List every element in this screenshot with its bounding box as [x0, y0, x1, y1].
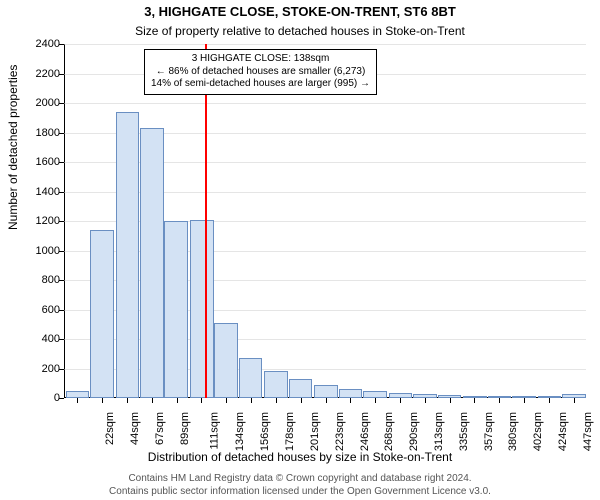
x-tick-mark [276, 398, 277, 403]
gridline [64, 44, 586, 45]
x-tick-label: 89sqm [179, 412, 191, 445]
x-tick-label: 223sqm [334, 412, 346, 451]
histogram-bar [339, 389, 363, 398]
reference-line [205, 44, 207, 398]
x-tick-mark [301, 398, 302, 403]
x-tick-label: 335sqm [458, 412, 470, 451]
y-axis-label: Number of detached properties [6, 65, 20, 230]
y-tick-label: 600 [24, 304, 60, 316]
histogram-bar [116, 112, 140, 398]
x-tick-mark [201, 398, 202, 403]
y-tick-label: 1000 [24, 245, 60, 257]
x-tick-mark [574, 398, 575, 403]
x-tick-label: 44sqm [129, 412, 141, 445]
footnote-line-2: Contains public sector information licen… [109, 486, 491, 497]
x-tick-mark [400, 398, 401, 403]
x-tick-label: 447sqm [582, 412, 594, 451]
histogram-bar [90, 230, 114, 398]
y-tick-label: 1800 [24, 127, 60, 139]
x-tick-label: 268sqm [384, 412, 396, 451]
y-tick-label: 1400 [24, 186, 60, 198]
x-tick-mark [251, 398, 252, 403]
gridline [64, 103, 586, 104]
plot-area: 0200400600800100012001400160018002000220… [64, 44, 586, 398]
x-tick-label: 67sqm [154, 412, 166, 445]
histogram-bar [214, 323, 238, 398]
histogram-bar [164, 221, 188, 398]
x-tick-mark [102, 398, 103, 403]
footnote: Contains HM Land Registry data © Crown c… [0, 473, 600, 498]
y-tick-label: 1600 [24, 156, 60, 168]
x-tick-label: 134sqm [235, 412, 247, 451]
x-tick-mark [152, 398, 153, 403]
y-tick-label: 400 [24, 333, 60, 345]
x-tick-mark [499, 398, 500, 403]
x-tick-mark [474, 398, 475, 403]
histogram-bar [314, 385, 338, 398]
x-tick-label: 22sqm [104, 412, 116, 445]
x-tick-mark [524, 398, 525, 403]
y-tick-label: 800 [24, 274, 60, 286]
y-tick-label: 1200 [24, 215, 60, 227]
x-tick-mark [350, 398, 351, 403]
annotation-line-1: 3 HIGHGATE CLOSE: 138sqm [192, 53, 330, 64]
annotation-box: 3 HIGHGATE CLOSE: 138sqm ← 86% of detache… [144, 49, 377, 95]
x-axis-label: Distribution of detached houses by size … [0, 450, 600, 464]
y-tick-label: 2400 [24, 38, 60, 50]
chart-title: 3, HIGHGATE CLOSE, STOKE-ON-TRENT, ST6 8… [0, 4, 600, 19]
y-tick-label: 0 [24, 392, 60, 404]
histogram-bar [66, 391, 90, 398]
x-tick-label: 357sqm [483, 412, 495, 451]
x-tick-label: 290sqm [408, 412, 420, 451]
x-tick-label: 380sqm [508, 412, 520, 451]
histogram-bar [190, 220, 214, 398]
histogram-bar [239, 358, 263, 398]
x-tick-label: 246sqm [359, 412, 371, 451]
x-tick-mark [326, 398, 327, 403]
histogram-bar [289, 379, 313, 398]
x-tick-label: 402sqm [532, 412, 544, 451]
x-tick-mark [127, 398, 128, 403]
x-tick-mark [375, 398, 376, 403]
x-tick-label: 424sqm [557, 412, 569, 451]
x-tick-label: 178sqm [284, 412, 296, 451]
x-tick-label: 156sqm [259, 412, 271, 451]
x-tick-mark [450, 398, 451, 403]
x-tick-mark [177, 398, 178, 403]
x-tick-mark [226, 398, 227, 403]
x-tick-label: 201sqm [309, 412, 321, 451]
y-tick-label: 2200 [24, 68, 60, 80]
x-tick-label: 313sqm [433, 412, 445, 451]
histogram-bar [363, 391, 387, 398]
x-tick-mark [77, 398, 78, 403]
footnote-line-1: Contains HM Land Registry data © Crown c… [128, 473, 471, 484]
x-tick-mark [425, 398, 426, 403]
annotation-line-3: 14% of semi-detached houses are larger (… [151, 78, 370, 89]
y-tick-label: 2000 [24, 97, 60, 109]
y-tick-label: 200 [24, 363, 60, 375]
histogram-bar [140, 128, 164, 398]
histogram-bar [264, 371, 288, 398]
histogram-figure: 3, HIGHGATE CLOSE, STOKE-ON-TRENT, ST6 8… [0, 0, 600, 500]
x-tick-mark [549, 398, 550, 403]
annotation-line-2: ← 86% of detached houses are smaller (6,… [156, 66, 366, 77]
x-tick-label: 111sqm [208, 412, 220, 450]
chart-subtitle: Size of property relative to detached ho… [0, 24, 600, 38]
